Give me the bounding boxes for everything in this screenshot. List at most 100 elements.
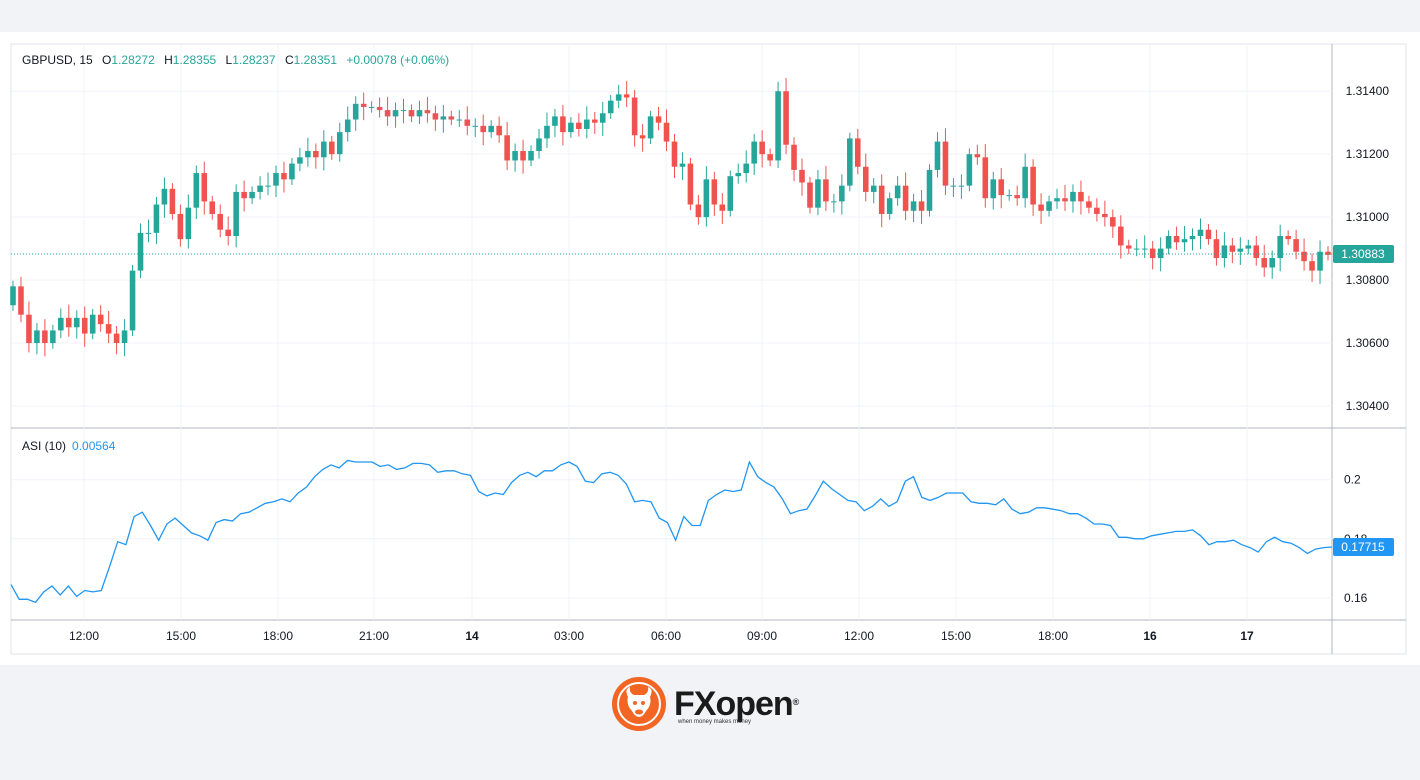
- asi-line-series[interactable]: [10, 459, 1333, 604]
- candle-up: [1277, 236, 1283, 259]
- symbol-label[interactable]: GBPUSD, 15: [22, 53, 93, 67]
- candle-up: [1141, 248, 1148, 250]
- candle-up: [894, 185, 901, 199]
- candle-up: [129, 270, 136, 331]
- candle-up: [1133, 248, 1140, 250]
- candle-down: [878, 185, 885, 214]
- candle-down: [663, 122, 670, 142]
- candle-down: [81, 317, 88, 334]
- candle-down: [998, 179, 1005, 196]
- candle-down: [783, 91, 789, 145]
- time-tick-label: 18:00: [1038, 629, 1068, 643]
- candle-down: [464, 119, 471, 126]
- candle-up: [615, 94, 622, 101]
- price-tick-label: 1.31400: [1346, 84, 1390, 98]
- candle-down: [807, 182, 813, 208]
- candle-up: [735, 173, 742, 177]
- candle-down: [767, 154, 773, 161]
- asi-value-text: 0.17715: [1341, 540, 1385, 554]
- chart-frame: [10, 43, 1407, 655]
- candle-up: [743, 163, 750, 174]
- candle-down: [217, 213, 224, 230]
- bull-emblem-icon: [612, 677, 666, 731]
- candle-up: [966, 154, 973, 186]
- asi-line: [10, 459, 1333, 604]
- candle-down: [65, 317, 72, 328]
- candle-down: [1086, 201, 1092, 208]
- candle-down: [711, 179, 718, 205]
- candle-down: [281, 173, 287, 180]
- candle-up: [73, 317, 80, 328]
- price-axis[interactable]: 1.31400 1.31200 1.31000 1.30800 1.30600 1.304…: [1346, 84, 1390, 413]
- candle-down: [639, 135, 646, 139]
- candle-up: [1269, 258, 1276, 268]
- candle-down: [177, 213, 184, 240]
- grid-lines: [11, 45, 1332, 620]
- candle-down: [169, 188, 176, 214]
- candle-up: [1197, 229, 1204, 236]
- chart-card: [0, 32, 1420, 665]
- candle-up: [305, 151, 311, 158]
- candle-up: [297, 157, 303, 164]
- candle-down: [1030, 166, 1036, 205]
- candle-down: [695, 204, 702, 218]
- candlestick-series[interactable]: [10, 77, 1331, 357]
- candle-down: [1117, 226, 1124, 246]
- candle-down: [918, 201, 925, 211]
- candle-up: [1006, 195, 1013, 197]
- candle-down: [982, 157, 989, 199]
- time-tick-label: 06:00: [651, 629, 681, 643]
- candle-up: [751, 141, 757, 164]
- candle-down: [1078, 191, 1084, 202]
- candle-up: [831, 201, 837, 203]
- low-label: L: [225, 53, 233, 67]
- candle-down: [201, 173, 208, 202]
- candle-up: [257, 185, 263, 192]
- candle-up: [265, 185, 271, 187]
- candle-down: [97, 314, 104, 325]
- candle-up: [145, 232, 152, 234]
- candle-up: [58, 317, 64, 331]
- symbol-legend[interactable]: GBPUSD, 15 O1.28272 H1.28355 L1.28237 C1…: [22, 53, 449, 67]
- candle-up: [815, 179, 821, 208]
- candle-up: [10, 286, 16, 306]
- time-axis[interactable]: 12:00 15:00 18:00 21:00 14 03:00 06:00 09:00 12:…: [69, 629, 1254, 643]
- candle-up: [886, 198, 893, 214]
- candle-up: [488, 125, 494, 133]
- candle-down: [759, 141, 765, 155]
- candle-down: [823, 179, 829, 202]
- candle-up: [958, 185, 965, 187]
- candle-up: [607, 100, 614, 114]
- candle-up: [990, 179, 997, 199]
- asi-name[interactable]: ASI (10): [22, 439, 67, 453]
- time-tick-label: 09:00: [747, 629, 777, 643]
- candle-up: [703, 179, 710, 218]
- candle-down: [113, 333, 120, 344]
- price-tick-label: 1.30400: [1346, 399, 1390, 413]
- candle-down: [1285, 236, 1291, 240]
- candle-up: [926, 169, 933, 211]
- candle-up: [456, 119, 463, 121]
- chart-canvas[interactable]: 1.31400 1.31200 1.31000 1.30800 1.30600 1.304…: [0, 0, 1420, 665]
- candle-up: [1317, 251, 1323, 271]
- last-price-text: 1.30883: [1341, 247, 1385, 261]
- candle-down: [1094, 207, 1100, 214]
- candle-up: [233, 191, 239, 236]
- candle-down: [1213, 239, 1220, 259]
- candle-up: [1022, 166, 1028, 199]
- candle-down: [1038, 204, 1044, 211]
- candle-down: [1261, 258, 1268, 268]
- candle-down: [26, 314, 32, 344]
- candle-down: [623, 94, 630, 98]
- candle-up: [440, 116, 447, 120]
- candle-down: [1014, 195, 1020, 199]
- candle-up: [137, 232, 144, 271]
- candle-down: [432, 113, 439, 120]
- footer: [0, 665, 1420, 780]
- asi-tick-label: 0.2: [1344, 473, 1361, 487]
- candle-up: [161, 188, 168, 205]
- candle-up: [34, 330, 40, 344]
- candle-down: [1325, 251, 1331, 255]
- asi-legend[interactable]: ASI (10) 0.00564: [22, 439, 115, 453]
- brand-wordmark: FXopen®: [674, 685, 799, 723]
